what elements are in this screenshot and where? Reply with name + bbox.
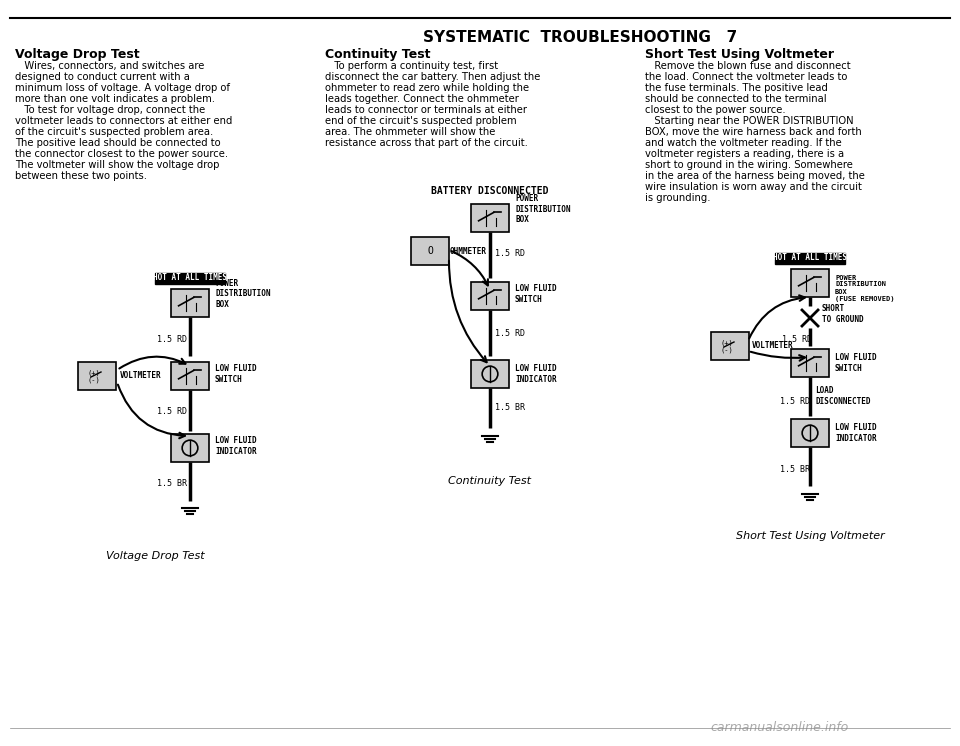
Text: Wires, connectors, and switches are: Wires, connectors, and switches are [15, 61, 204, 71]
Text: Short Test Using Voltmeter: Short Test Using Voltmeter [735, 531, 884, 541]
Text: (-): (-) [87, 377, 101, 383]
Text: Voltage Drop Test: Voltage Drop Test [15, 48, 139, 61]
FancyBboxPatch shape [171, 362, 209, 390]
Text: 1.5 BR: 1.5 BR [780, 465, 810, 474]
FancyBboxPatch shape [711, 332, 749, 360]
Text: of the circuit's suspected problem area.: of the circuit's suspected problem area. [15, 127, 213, 137]
Text: BOX, move the wire harness back and forth: BOX, move the wire harness back and fort… [645, 127, 862, 137]
FancyBboxPatch shape [775, 252, 845, 263]
Text: LOW FLUID
SWITCH: LOW FLUID SWITCH [215, 364, 256, 383]
Text: HOT AT ALL TIMES: HOT AT ALL TIMES [153, 274, 227, 283]
Text: (-): (-) [721, 347, 733, 354]
Text: disconnect the car battery. Then adjust the: disconnect the car battery. Then adjust … [325, 72, 540, 82]
Text: To perform a continuity test, first: To perform a continuity test, first [325, 61, 498, 71]
Text: and watch the voltmeter reading. If the: and watch the voltmeter reading. If the [645, 138, 842, 148]
Text: The voltmeter will show the voltage drop: The voltmeter will show the voltage drop [15, 160, 220, 170]
Text: between these two points.: between these two points. [15, 171, 147, 181]
Text: LOW FLUID
INDICATOR: LOW FLUID INDICATOR [215, 436, 256, 456]
Text: Voltage Drop Test: Voltage Drop Test [106, 551, 204, 561]
Text: LOW FLUID
SWITCH: LOW FLUID SWITCH [515, 284, 557, 304]
Text: leads to connector or terminals at either: leads to connector or terminals at eithe… [325, 105, 527, 115]
Text: LOAD
DISCONNECTED: LOAD DISCONNECTED [815, 386, 871, 406]
Text: VOLTMETER: VOLTMETER [752, 342, 794, 351]
FancyBboxPatch shape [791, 419, 829, 447]
FancyBboxPatch shape [471, 282, 509, 310]
Text: minimum loss of voltage. A voltage drop of: minimum loss of voltage. A voltage drop … [15, 83, 230, 93]
Text: BATTERY DISCONNECTED: BATTERY DISCONNECTED [431, 186, 549, 196]
Text: end of the circuit's suspected problem: end of the circuit's suspected problem [325, 116, 516, 126]
Text: voltmeter leads to connectors at either end: voltmeter leads to connectors at either … [15, 116, 232, 126]
Text: (+): (+) [87, 370, 101, 376]
Text: 1.5 RD: 1.5 RD [157, 407, 187, 416]
Text: ohmmeter to read zero while holding the: ohmmeter to read zero while holding the [325, 83, 529, 93]
Text: in the area of the harness being moved, the: in the area of the harness being moved, … [645, 171, 865, 181]
Text: Starting near the POWER DISTRIBUTION: Starting near the POWER DISTRIBUTION [645, 116, 853, 126]
Text: leads together. Connect the ohmmeter: leads together. Connect the ohmmeter [325, 94, 518, 104]
Text: is grounding.: is grounding. [645, 193, 710, 203]
Text: carmanualsonline.info: carmanualsonline.info [710, 721, 850, 734]
Text: LOW FLUID
SWITCH: LOW FLUID SWITCH [835, 354, 876, 373]
Text: POWER
DISTRIBUTION
BOX: POWER DISTRIBUTION BOX [215, 279, 271, 309]
Text: wire insulation is worn away and the circuit: wire insulation is worn away and the cir… [645, 182, 862, 192]
Text: the load. Connect the voltmeter leads to: the load. Connect the voltmeter leads to [645, 72, 848, 82]
Text: Continuity Test: Continuity Test [325, 48, 430, 61]
Text: 1.5 BR: 1.5 BR [157, 480, 187, 489]
Text: LOW FLUID
INDICATOR: LOW FLUID INDICATOR [515, 364, 557, 383]
FancyBboxPatch shape [471, 360, 509, 388]
FancyBboxPatch shape [471, 204, 509, 232]
Text: (+): (+) [721, 339, 733, 346]
FancyBboxPatch shape [171, 434, 209, 462]
Text: 1.5 RD: 1.5 RD [782, 334, 812, 343]
Text: Continuity Test: Continuity Test [448, 476, 532, 486]
Text: VOLTMETER: VOLTMETER [120, 372, 161, 380]
Text: SYSTEMATIC  TROUBLESHOOTING   7: SYSTEMATIC TROUBLESHOOTING 7 [422, 30, 737, 45]
Text: Short Test Using Voltmeter: Short Test Using Voltmeter [645, 48, 834, 61]
Text: To test for voltage drop, connect the: To test for voltage drop, connect the [15, 105, 205, 115]
Text: short to ground in the wiring. Somewhere: short to ground in the wiring. Somewhere [645, 160, 852, 170]
Text: 1.5 RD: 1.5 RD [495, 249, 525, 259]
FancyBboxPatch shape [78, 362, 116, 390]
Text: OHMMETER: OHMMETER [450, 246, 487, 255]
Text: the fuse terminals. The positive lead: the fuse terminals. The positive lead [645, 83, 828, 93]
Text: SHORT
TO GROUND: SHORT TO GROUND [822, 304, 864, 324]
Text: POWER
DISTRIBUTION
BOX: POWER DISTRIBUTION BOX [515, 194, 570, 224]
Text: more than one volt indicates a problem.: more than one volt indicates a problem. [15, 94, 215, 104]
FancyBboxPatch shape [791, 269, 829, 297]
Text: voltmeter registers a reading, there is a: voltmeter registers a reading, there is … [645, 149, 844, 159]
Text: designed to conduct current with a: designed to conduct current with a [15, 72, 190, 82]
Text: Remove the blown fuse and disconnect: Remove the blown fuse and disconnect [645, 61, 851, 71]
Text: 1.5 RD: 1.5 RD [780, 397, 810, 406]
Text: The positive lead should be connected to: The positive lead should be connected to [15, 138, 221, 148]
FancyBboxPatch shape [411, 237, 449, 265]
Text: area. The ohmmeter will show the: area. The ohmmeter will show the [325, 127, 495, 137]
Text: O: O [427, 246, 433, 256]
Text: the connector closest to the power source.: the connector closest to the power sourc… [15, 149, 228, 159]
FancyBboxPatch shape [155, 272, 225, 283]
Text: 1.5 RD: 1.5 RD [495, 328, 525, 337]
Text: HOT AT ALL TIMES: HOT AT ALL TIMES [773, 254, 847, 263]
Text: closest to the power source.: closest to the power source. [645, 105, 785, 115]
Text: POWER
DISTRIBUTION
BOX
(FUSE REMOVED): POWER DISTRIBUTION BOX (FUSE REMOVED) [835, 275, 895, 301]
FancyBboxPatch shape [791, 349, 829, 377]
Text: 1.5 RD: 1.5 RD [157, 334, 187, 343]
Text: resistance across that part of the circuit.: resistance across that part of the circu… [325, 138, 528, 148]
Text: should be connected to the terminal: should be connected to the terminal [645, 94, 827, 104]
Text: 1.5 BR: 1.5 BR [495, 404, 525, 413]
FancyBboxPatch shape [171, 289, 209, 317]
Text: LOW FLUID
INDICATOR: LOW FLUID INDICATOR [835, 423, 876, 442]
